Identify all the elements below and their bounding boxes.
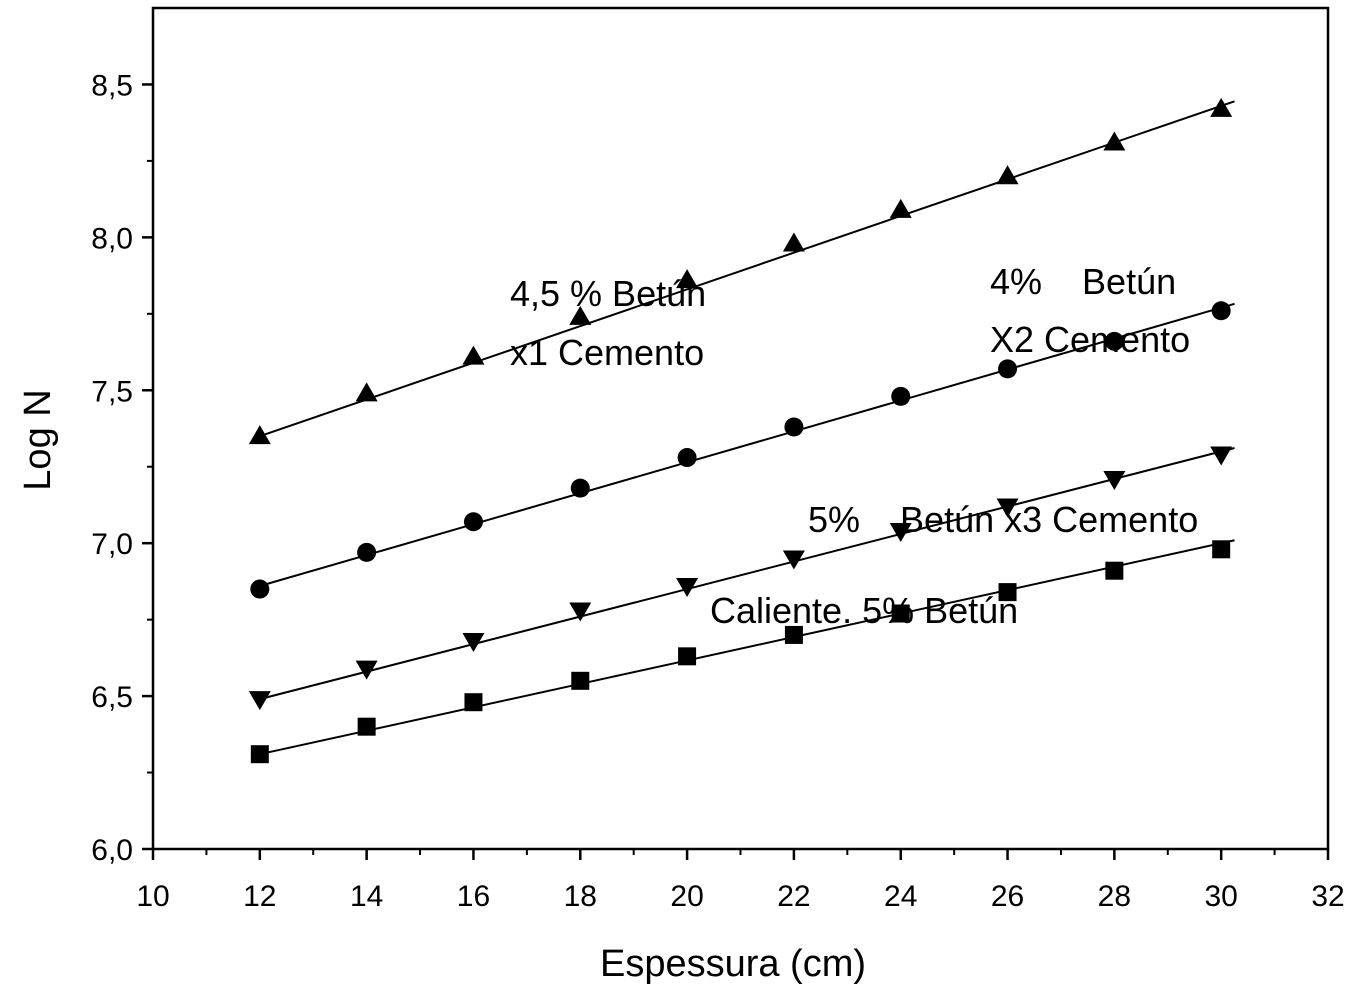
data-point-series-3: [355, 660, 378, 680]
annotation-series-2: X2 Cemento: [990, 319, 1190, 360]
data-point-series-2: [1211, 301, 1231, 321]
x-tick-label: 12: [243, 880, 276, 913]
data-point-series-3: [676, 577, 699, 597]
x-tick-label: 16: [457, 880, 490, 913]
data-point-series-2: [998, 359, 1018, 379]
data-point-series-3: [996, 498, 1019, 518]
data-point-series-3: [462, 633, 485, 653]
data-point-series-1: [248, 425, 271, 445]
data-point-series-2: [570, 478, 590, 498]
x-axis-title: Espessura (cm): [600, 943, 866, 985]
data-point-series-2: [250, 579, 270, 599]
y-tick-label: 7,5: [91, 375, 133, 408]
axes: 10 12 14 16 18 20 22 24 26 28 30 32 6,0 6,5 7,0 7,5 8,0 8…: [91, 6, 1345, 913]
x-tick-label: 22: [777, 880, 810, 913]
y-tick-label: 6,5: [91, 681, 133, 714]
x-tick-label: 24: [884, 880, 917, 913]
data-point-series-1: [996, 165, 1019, 185]
data-point-series-2: [891, 386, 911, 406]
x-tick-label: 26: [991, 880, 1024, 913]
data-point-series-4: [998, 583, 1017, 602]
data-point-series-4: [357, 717, 376, 736]
data-point-series-3: [1210, 446, 1233, 466]
y-tick-label: 8,5: [91, 69, 133, 102]
data-point-series-1: [569, 305, 592, 325]
data-point-series-3: [782, 550, 805, 570]
data-point-series-4: [250, 745, 269, 764]
annotation-series-2: 4% Betún: [990, 261, 1176, 302]
data-point-series-2: [677, 448, 697, 468]
data-point-series-1: [1210, 97, 1233, 117]
plot-frame: [151, 6, 1330, 851]
y-tick-label: 6,0: [91, 834, 133, 867]
fit-line-series-3: [259, 447, 1235, 701]
annotations: 4,5 % Betún x1 Cemento 4% Betún X2 Cemento 5…: [510, 261, 1198, 631]
y-tick-label: 7,0: [91, 528, 133, 561]
data-point-series-2: [357, 542, 377, 562]
x-tick-label: 28: [1098, 880, 1131, 913]
data-point-series-1: [889, 198, 912, 218]
x-tick-label: 20: [670, 880, 703, 913]
data-point-series-1: [462, 345, 485, 365]
data-point-series-4: [1212, 540, 1231, 559]
x-tick-label: 14: [350, 880, 383, 913]
fit-lines: [259, 100, 1235, 756]
annotation-series-3: 5% Betún x3 Cemento: [808, 499, 1198, 540]
data-point-series-4: [1105, 561, 1124, 580]
x-tick-label: 18: [564, 880, 597, 913]
data-point-series-3: [248, 691, 271, 711]
annotation-series-4: Caliente. 5% Betún: [710, 590, 1018, 631]
data-point-series-1: [782, 232, 805, 252]
data-point-series-3: [889, 522, 912, 542]
data-point-series-4: [784, 625, 803, 644]
data-point-series-4: [571, 671, 590, 690]
data-markers: [248, 97, 1233, 764]
data-point-series-1: [676, 269, 699, 289]
y-tick-label: 8,0: [91, 222, 133, 255]
data-point-series-2: [784, 417, 804, 437]
fit-line-series-1: [259, 100, 1235, 438]
data-point-series-3: [569, 602, 592, 622]
data-point-series-4: [891, 604, 910, 623]
data-point-series-1: [355, 382, 378, 402]
y-axis-title: Log N: [17, 389, 59, 490]
x-tick-label: 30: [1204, 880, 1237, 913]
data-point-series-2: [1104, 331, 1124, 351]
data-point-series-4: [678, 647, 697, 666]
data-point-series-2: [463, 512, 483, 532]
data-point-series-4: [464, 693, 483, 712]
x-tick-label: 10: [136, 880, 169, 913]
annotation-series-1: x1 Cemento: [510, 332, 704, 373]
data-point-series-1: [1103, 131, 1126, 151]
annotation-series-1: 4,5 % Betún: [510, 273, 706, 314]
fit-line-series-4: [259, 539, 1235, 756]
fit-line-series-2: [259, 302, 1235, 587]
data-point-series-3: [1103, 470, 1126, 490]
x-tick-label: 32: [1311, 880, 1344, 913]
